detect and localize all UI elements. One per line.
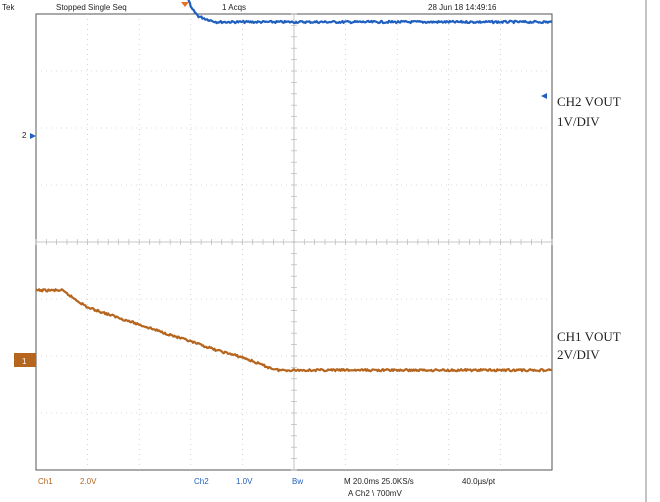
ch2-reference-arrow-icon [541, 93, 547, 99]
ch1-ground-marker-icon [14, 353, 36, 367]
header-run-state: Stopped Single Seq [56, 3, 127, 12]
footer-record: 40.0µs/pt [462, 477, 496, 486]
ch1-annotation-name: CH1 VOUT [557, 329, 621, 344]
header-trigger-mode: Tek [2, 3, 15, 12]
header-date-time: 28 Jun 18 14:49:16 [428, 3, 497, 12]
footer-timebase: M 20.0ms 25.0KS/s [344, 477, 414, 486]
graticule [35, 13, 553, 471]
series-line-ch2-vout [187, 0, 553, 25]
ch1-annotation-scale: 2V/DIV [557, 347, 600, 362]
footer-ch2-label: Ch2 [194, 477, 209, 486]
ch2-annotation-scale: 1V/DIV [557, 114, 600, 129]
ch2-ground-marker-icon [30, 133, 36, 139]
footer-trigger: A Ch2 \ 700mV [348, 489, 402, 498]
footer-bandwidth-mark: Bw [292, 477, 303, 486]
ch2-annotation-name: CH2 VOUT [557, 94, 621, 109]
footer-ch2-scale: 1.0V [236, 477, 253, 486]
traces [35, 0, 553, 373]
ch1-ground-label: 1 [22, 357, 27, 366]
footer-ch1-label: Ch1 [38, 477, 53, 486]
ch2-ground-label: 2 [22, 131, 27, 140]
header-acquisitions: 1 Acqs [222, 3, 246, 12]
footer-ch1-scale: 2.0V [80, 477, 97, 486]
series-line-ch1-vout [35, 288, 553, 373]
trigger-position-icon [181, 2, 189, 7]
